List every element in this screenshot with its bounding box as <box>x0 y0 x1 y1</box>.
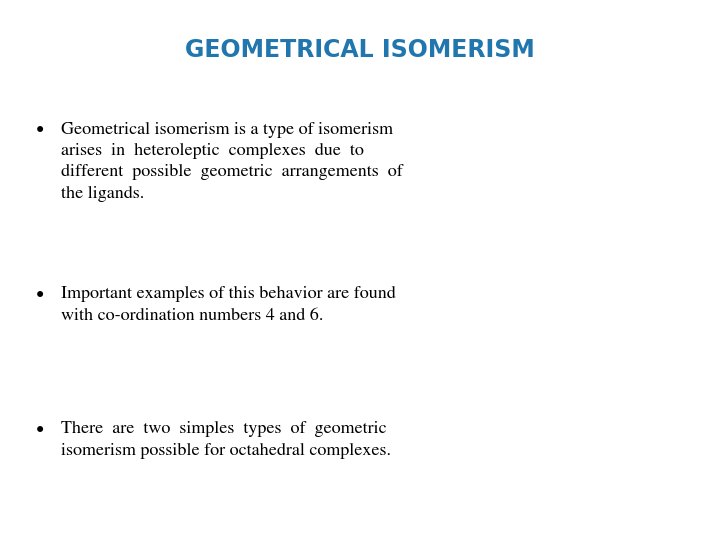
Text: Geometrical isomerism is a type of isomerism
arises  in  heteroleptic  complexes: Geometrical isomerism is a type of isome… <box>61 122 403 202</box>
Text: •: • <box>33 286 46 306</box>
Text: There  are  two  simples  types  of  geometric
isomerism possible for octahedral: There are two simples types of geometric… <box>61 421 391 458</box>
Text: GEOMETRICAL ISOMERISM: GEOMETRICAL ISOMERISM <box>185 38 535 62</box>
Text: •: • <box>33 421 46 441</box>
Text: Important examples of this behavior are found
with co-ordination numbers 4 and 6: Important examples of this behavior are … <box>61 286 396 323</box>
Text: •: • <box>33 122 46 141</box>
